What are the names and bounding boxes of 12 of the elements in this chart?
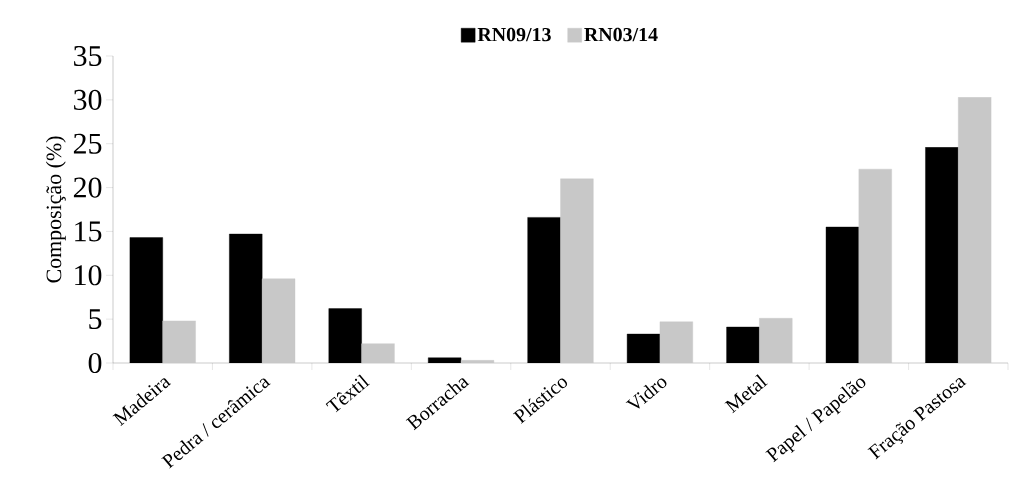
y-tick-label: 15 bbox=[75, 221, 102, 242]
y-tick-label: 35 bbox=[74, 45, 102, 67]
y-axis-title: Composição (%) bbox=[45, 136, 66, 283]
y-tick-label: 30 bbox=[74, 89, 102, 110]
y-tick-label: 0 bbox=[88, 352, 102, 374]
x-tick-label: Vidro bbox=[625, 378, 667, 409]
y-tick-label: 10 bbox=[75, 265, 102, 286]
legend-label: RN09/13 bbox=[477, 27, 551, 42]
legend-label: RN03/14 bbox=[584, 27, 658, 42]
y-tick-label: 20 bbox=[73, 177, 102, 198]
y-tick-label: 5 bbox=[89, 309, 102, 330]
y-tick-label: 25 bbox=[73, 133, 102, 154]
